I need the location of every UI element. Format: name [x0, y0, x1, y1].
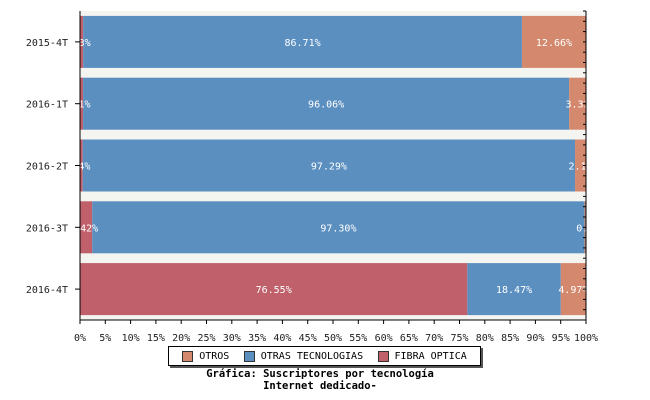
legend-label-otras-tecnologias: OTRAS TECNOLOGIAS [260, 350, 364, 362]
x-tick-label: 40% [273, 333, 291, 344]
legend-item-otros: OTROS [182, 350, 230, 362]
x-tick-label: 85% [501, 333, 519, 344]
axes-group [75, 10, 587, 324]
x-tick-label: 10% [122, 333, 140, 344]
category-label: 2016-3T [26, 223, 68, 234]
bar-segment [521, 15, 586, 68]
category-labels-group: 2015-4T 2016-1T 2016-2T 2016-3T 2016-4T [26, 38, 68, 296]
data-label: 4.97% [558, 285, 588, 296]
bar-segment [80, 77, 84, 130]
data-label: 96.06% [308, 100, 344, 111]
data-label: 97.29% [311, 162, 347, 173]
bar-labels-group: 63% 86.71% 12.66% 61% 96.06% 3.33 54% 97.29% 2.1… [72, 38, 594, 296]
bar-segment [83, 77, 570, 130]
x-tick-label: 65% [400, 333, 418, 344]
legend: OTROS OTRAS TECNOLOGIAS FIBRA OPTICA [168, 346, 481, 366]
legend-swatch-otros [182, 350, 194, 362]
caption-line-1: Gráfica: Suscriptores por tecnología [206, 368, 434, 380]
category-label: 2015-4T [26, 38, 68, 49]
bar-segment [92, 201, 585, 254]
tick-labels-group: 0% 5% 10% 15% 20% 25% 30% 35% 40% 45% 50% 55% 60% 65%… [74, 333, 598, 344]
legend-item-fibra-optica: FIBRA OPTICA [377, 350, 467, 362]
x-tick-label: 20% [172, 333, 190, 344]
caption-line-2: Internet dedicado- [263, 380, 377, 392]
category-label: 2016-4T [26, 285, 68, 296]
category-label: 2016-2T [26, 162, 68, 173]
x-tick-label: 50% [324, 333, 342, 344]
data-label: 2.17 [568, 162, 592, 173]
bar-segment [82, 139, 576, 192]
bar-segment [80, 201, 93, 254]
x-tick-label: 25% [197, 333, 215, 344]
data-label: 0.2 [576, 223, 594, 234]
x-tick-label: 15% [147, 333, 165, 344]
legend-item-otras-tecnologias: OTRAS TECNOLOGIAS [243, 350, 364, 362]
bar-segment [80, 139, 83, 192]
bar-segment [560, 263, 586, 316]
x-tick-label: 90% [526, 333, 544, 344]
legend-label-fibra-optica: FIBRA OPTICA [394, 350, 467, 362]
data-label: 97.30% [320, 223, 356, 234]
data-label: .42% [74, 223, 98, 234]
legend-swatch-fibra-optica [377, 350, 389, 362]
bar-segment [575, 139, 586, 192]
data-label: 61% [73, 100, 91, 111]
x-tick-label: 100% [574, 333, 598, 344]
data-label: 18.47% [496, 285, 532, 296]
x-tick-label: 30% [223, 333, 241, 344]
legend-label-otros: OTROS [199, 350, 230, 362]
x-tick-label: 95% [552, 333, 570, 344]
x-tick-label: 80% [476, 333, 494, 344]
bar-segment [83, 15, 522, 68]
data-label: 54% [72, 162, 90, 173]
x-tick-label: 70% [425, 333, 443, 344]
data-label: 3.33 [566, 100, 590, 111]
x-tick-label: 55% [349, 333, 367, 344]
x-tick-label: 5% [99, 333, 111, 344]
x-tick-label: 45% [299, 333, 317, 344]
bar-segment [569, 77, 586, 130]
legend-swatch-otras-tecnologias [243, 350, 255, 362]
x-tick-label: 0% [74, 333, 86, 344]
x-tick-label: 60% [375, 333, 393, 344]
x-tick-label: 35% [248, 333, 266, 344]
category-label: 2016-1T [26, 100, 68, 111]
bar-segment [80, 263, 468, 316]
bar-segment [467, 263, 561, 316]
data-label: 63% [73, 38, 91, 49]
bar-segment [80, 15, 84, 68]
x-tick-label: 75% [450, 333, 468, 344]
data-label: 12.66% [536, 38, 572, 49]
chart-caption: Gráfica: Suscriptores por tecnología Int… [150, 368, 490, 392]
data-label: 86.71% [285, 38, 321, 49]
data-label: 76.55% [256, 285, 292, 296]
